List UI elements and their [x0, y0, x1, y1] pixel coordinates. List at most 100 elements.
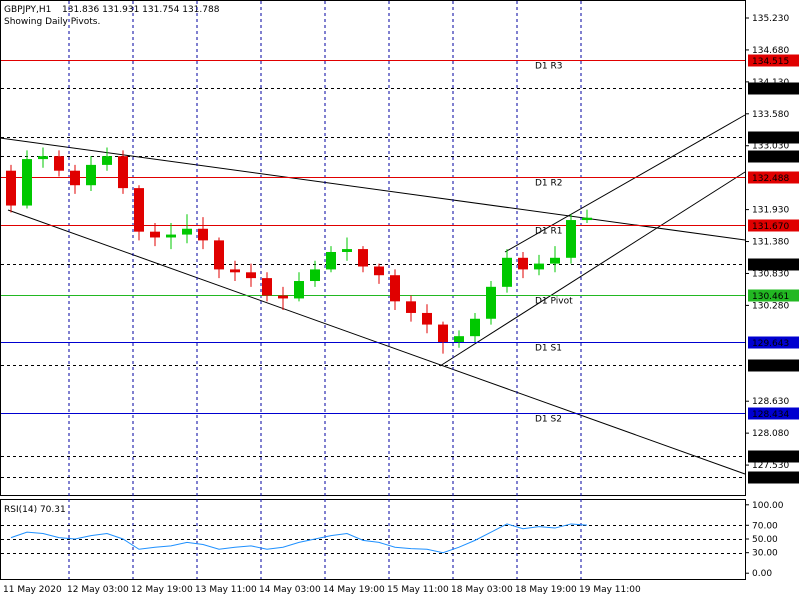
candle-body [198, 228, 208, 241]
x-tick-label: 18 May 19:00 [515, 585, 577, 595]
x-tick-label: 14 May 03:00 [259, 585, 321, 595]
candle-body [54, 156, 64, 171]
level-label: 130.461 [752, 292, 789, 302]
x-tick-label: 18 May 03:00 [451, 585, 513, 595]
level-name: D1 R2 [535, 179, 563, 189]
candle-body [262, 278, 272, 296]
rsi-line [10, 523, 588, 554]
candle-body [566, 220, 576, 258]
level-label: 134.021 [752, 85, 789, 95]
candle-body [294, 281, 304, 299]
candle-body [182, 228, 192, 235]
trend-line [439, 171, 746, 367]
x-tick-label: 12 May 19:00 [131, 585, 193, 595]
level-name: D1 R3 [535, 62, 563, 72]
level-name: D1 S2 [535, 415, 562, 425]
candle-body [550, 257, 560, 264]
symbol: GBPJPY,H1 [4, 5, 51, 15]
y-tick-label: 134.680 [752, 46, 789, 56]
candle-body [518, 257, 528, 270]
level-label: 132.488 [752, 174, 789, 184]
candle-body [342, 249, 352, 252]
level-label-box [748, 450, 799, 463]
candle-body [390, 275, 400, 302]
x-tick-label: 11 May 2020 [3, 585, 62, 595]
y-tick-label: 50.00 [752, 535, 778, 545]
candle-body [246, 272, 256, 279]
level-label-box [748, 131, 799, 144]
x-tick-label: 19 May 11:00 [579, 585, 641, 595]
level-label: 132.851 [752, 153, 789, 163]
level-name: D1 Pivot [535, 297, 573, 307]
y-tick-label: 131.380 [752, 238, 789, 248]
y-tick-label: 30.00 [752, 549, 778, 559]
candle-body [470, 318, 480, 337]
y-tick-label: 131.930 [752, 206, 789, 216]
level-name: D1 S1 [535, 344, 562, 354]
level-label-box [748, 82, 799, 95]
x-tick-label: 14 May 19:00 [323, 585, 385, 595]
level-label-box [748, 171, 799, 184]
candle-body [22, 159, 32, 206]
level-label: 131.670 [752, 222, 789, 232]
level-label-box [748, 54, 799, 67]
y-tick-label: 128.630 [752, 397, 789, 407]
candle-body [502, 257, 512, 287]
candle-body [86, 164, 96, 186]
x-tick-label: 12 May 03:00 [67, 585, 129, 595]
y-tick-label: 128.080 [752, 429, 789, 439]
candle-body [486, 286, 496, 319]
candle-body [374, 266, 384, 276]
y-tick-label: 135.230 [752, 14, 789, 24]
level-label: 133.182 [752, 134, 789, 144]
y-tick-label: 0.00 [752, 569, 772, 579]
candle-body [230, 269, 240, 273]
level-label-box [748, 150, 799, 163]
candle-body [438, 324, 448, 342]
candle-body [358, 249, 368, 267]
main-panel [0, 0, 746, 496]
level-label: 127.325 [752, 474, 789, 484]
trend-line [0, 137, 746, 241]
level-label: 134.515 [752, 57, 789, 67]
level-label-box [748, 407, 799, 420]
level-label-box [748, 289, 799, 302]
candle-body [278, 295, 288, 299]
level-label: 128.434 [752, 410, 789, 420]
candle-body [326, 251, 336, 270]
candle-body [118, 156, 128, 189]
candle-body [70, 170, 80, 186]
y-tick-label: 130.280 [752, 301, 789, 311]
candle-body [6, 170, 16, 206]
x-tick-label: 15 May 11:00 [387, 585, 449, 595]
y-tick-label: 133.030 [752, 142, 789, 152]
note: Showing Daily Pivots. [4, 17, 100, 27]
level-name: D1 R1 [535, 227, 563, 237]
y-tick-label: 70.00 [752, 521, 778, 531]
candle-body [534, 263, 544, 270]
level-label: 129.643 [752, 339, 789, 349]
candle-body [166, 234, 176, 238]
level-label-box [748, 359, 799, 372]
level-label-box [748, 336, 799, 349]
candle-body [310, 269, 320, 282]
candle-body [422, 312, 432, 325]
level-label-box [748, 471, 799, 484]
candle-body [582, 217, 592, 221]
level-label: 131.000 [752, 261, 789, 271]
y-tick-label: 130.830 [752, 269, 789, 279]
y-tick-label: 133.580 [752, 110, 789, 120]
candle-body [214, 240, 224, 270]
y-tick-label: 127.530 [752, 461, 789, 471]
candle-body [38, 156, 48, 160]
level-label-box [748, 219, 799, 232]
rsi-title: RSI(14) 70.31 [4, 505, 66, 515]
candle-body [406, 301, 416, 313]
level-label: 127.684 [752, 453, 789, 463]
candle-body [150, 231, 160, 238]
level-label-box [748, 258, 799, 271]
level-label: 129.255 [752, 362, 789, 372]
y-tick-label: 100.00 [752, 501, 784, 511]
